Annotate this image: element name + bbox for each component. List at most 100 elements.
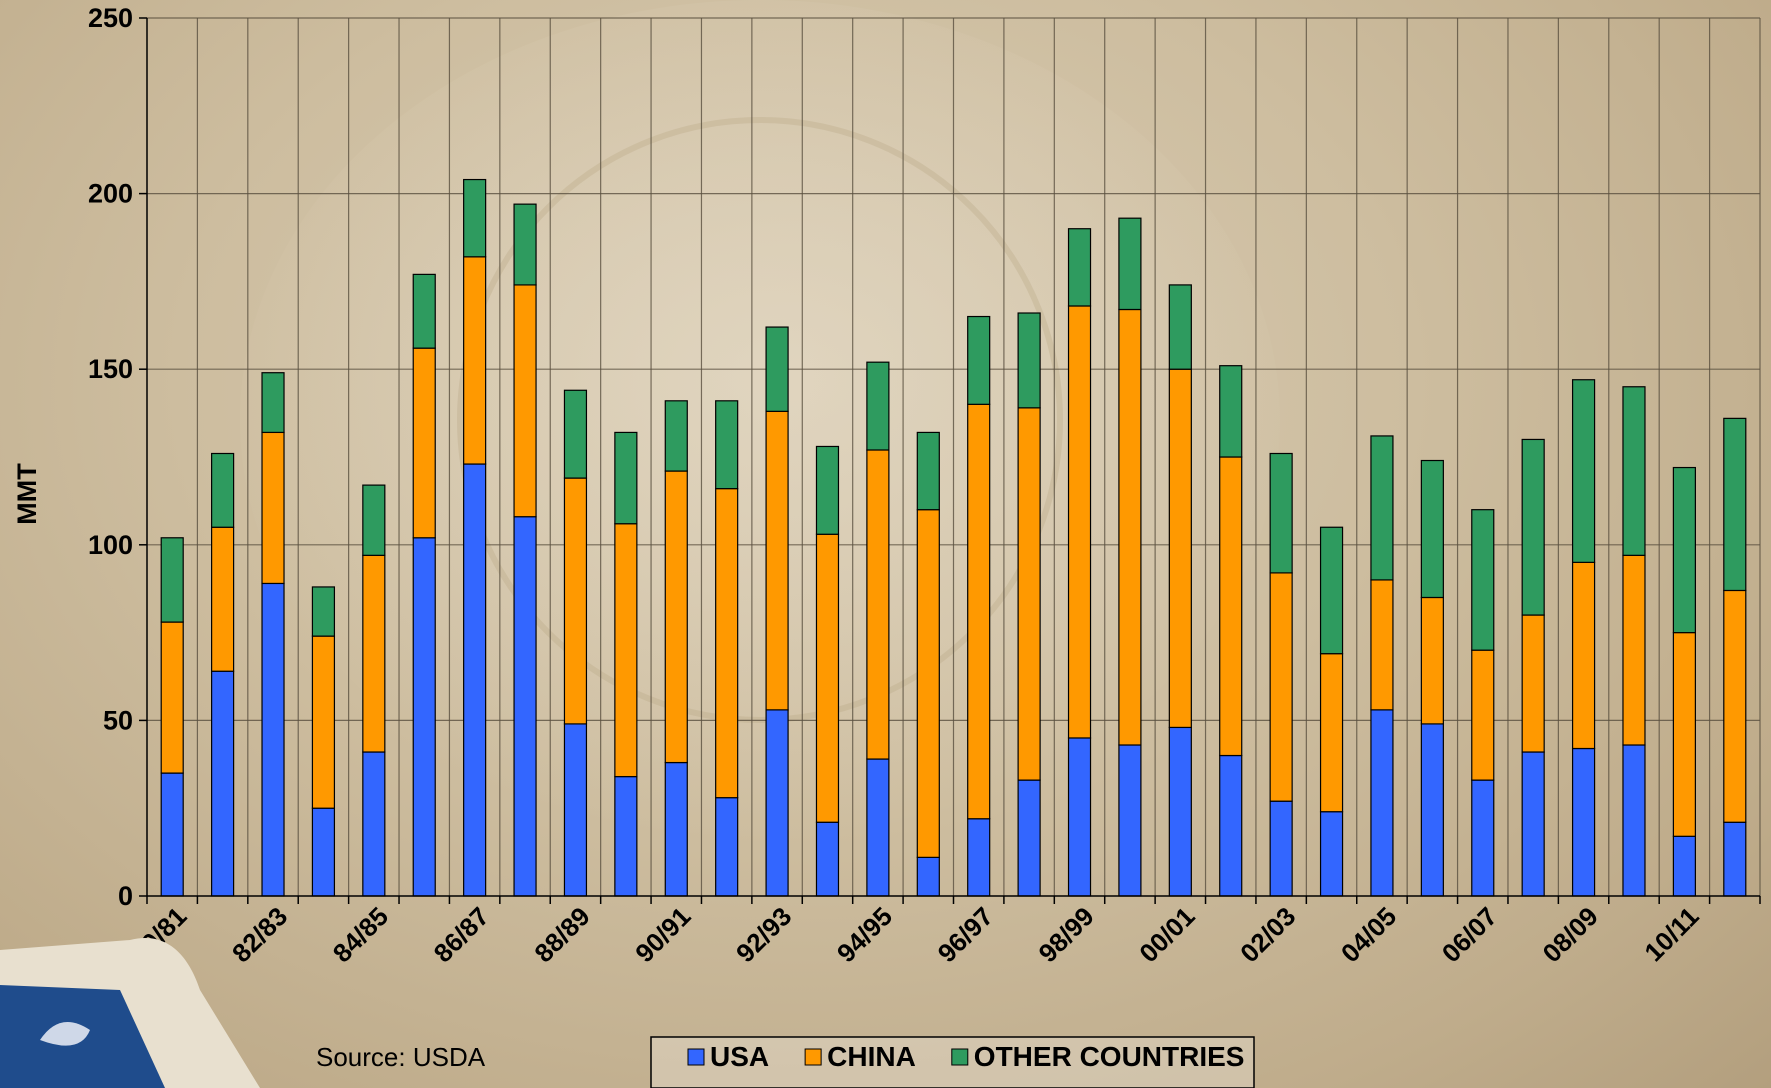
x-tick-label: 94/95	[831, 901, 898, 968]
bar-other-countries	[1269, 452, 1293, 574]
bar-usa	[1370, 709, 1394, 897]
bar-usa	[1168, 726, 1192, 897]
bar-china	[362, 554, 386, 753]
bar-usa	[1067, 737, 1092, 897]
bar-china	[513, 284, 537, 518]
bar-usa	[815, 821, 840, 897]
bar-china	[664, 470, 688, 764]
legend-swatch-usa	[687, 1048, 705, 1066]
bar-other-countries	[614, 431, 638, 525]
bar-china	[1571, 561, 1596, 750]
bar-china	[614, 523, 638, 778]
bar-usa	[261, 582, 285, 897]
bar-china	[715, 488, 739, 799]
x-tick-label: 10/11	[1638, 901, 1704, 967]
bar-usa	[160, 772, 184, 897]
legend-swatch-other-countries	[951, 1048, 969, 1066]
x-tick-label: 86/87	[428, 901, 495, 968]
legend-label-usa: USA	[710, 1041, 769, 1072]
bar-other-countries	[160, 537, 184, 623]
bar-china	[916, 509, 940, 858]
bar-usa	[1420, 723, 1444, 897]
bar-other-countries	[765, 326, 789, 412]
bar-other-countries	[916, 431, 940, 511]
bar-other-countries	[513, 203, 537, 286]
y-tick-label: 200	[88, 179, 133, 209]
bar-other-countries	[815, 445, 840, 535]
bar-china	[412, 347, 436, 539]
bar-china	[1622, 554, 1646, 746]
y-tick-label: 100	[88, 530, 133, 560]
x-tick-label: 96/97	[932, 901, 999, 968]
bar-other-countries	[261, 372, 285, 434]
bar-usa	[412, 537, 436, 897]
bar-other-countries	[664, 400, 688, 472]
bar-other-countries	[1370, 435, 1394, 581]
y-tick-labels: 0 50 100 150 200 250	[88, 3, 133, 911]
bar-china	[211, 526, 235, 672]
bar-china	[1118, 308, 1142, 746]
legend-swatch-china	[804, 1048, 822, 1066]
bars	[160, 178, 1747, 897]
bar-usa	[563, 723, 588, 897]
bar-china	[967, 403, 991, 820]
bar-china	[1067, 305, 1092, 739]
bar-other-countries	[1067, 228, 1092, 307]
bar-other-countries	[1219, 365, 1243, 458]
bar-china	[311, 635, 336, 809]
legend-label-china: CHINA	[827, 1041, 916, 1072]
bar-usa	[1571, 747, 1596, 897]
bar-other-countries	[866, 361, 890, 451]
bar-other-countries	[563, 389, 588, 479]
bar-china	[1168, 368, 1192, 729]
bar-usa	[916, 856, 940, 897]
bar-other-countries	[1471, 509, 1495, 651]
bar-other-countries	[967, 315, 991, 405]
x-tick-label: 06/07	[1436, 901, 1503, 968]
x-tick-label: 88/89	[528, 901, 595, 968]
bar-usa	[1622, 744, 1646, 897]
y-tick-label: 0	[118, 881, 133, 911]
bar-usa	[614, 775, 638, 897]
legend-label-other-countries: OTHER COUNTRIES	[974, 1041, 1245, 1072]
x-tick-label: 82/83	[226, 901, 293, 968]
bar-other-countries	[1017, 312, 1041, 409]
bar-china	[1269, 572, 1293, 802]
bar-usa	[715, 797, 739, 897]
bar-china	[1723, 589, 1747, 823]
bar-other-countries	[1622, 386, 1646, 556]
bar-other-countries	[1672, 466, 1696, 634]
x-tick-labels: 80/81 82/83 84/85 86/87 88/89 90/91 92/93 94/95…	[125, 901, 1704, 968]
legend: USA CHINA OTHER COUNTRIES	[650, 1036, 1255, 1088]
bar-china	[1319, 653, 1344, 813]
bar-other-countries	[1571, 379, 1596, 563]
bar-usa	[1118, 744, 1142, 897]
bar-usa	[1017, 779, 1041, 897]
x-tick-label: 98/99	[1033, 901, 1100, 968]
y-tick-label: 150	[88, 354, 133, 384]
logo-emblem	[0, 938, 260, 1088]
bar-china	[765, 410, 789, 711]
x-tick-label: 08/09	[1537, 901, 1604, 968]
bar-other-countries	[463, 178, 487, 258]
x-tick-label: 84/85	[327, 901, 394, 968]
bar-usa	[1672, 835, 1696, 897]
bar-usa	[211, 670, 235, 897]
bar-china	[563, 477, 588, 725]
x-tick-label: 90/91	[629, 901, 696, 968]
bar-other-countries	[1723, 417, 1747, 592]
bar-china	[866, 449, 890, 760]
bar-china	[1471, 649, 1495, 781]
bar-usa	[1219, 754, 1243, 897]
bar-usa	[866, 758, 890, 897]
bar-other-countries	[1118, 217, 1142, 311]
bar-usa	[362, 751, 386, 897]
bar-other-countries	[1168, 284, 1192, 370]
x-tick-label: 00/01	[1133, 901, 1200, 968]
bar-china	[1521, 614, 1545, 753]
bar-other-countries	[311, 586, 336, 637]
source-note: Source: USDA	[316, 1042, 486, 1072]
y-tick-label: 50	[103, 705, 133, 735]
